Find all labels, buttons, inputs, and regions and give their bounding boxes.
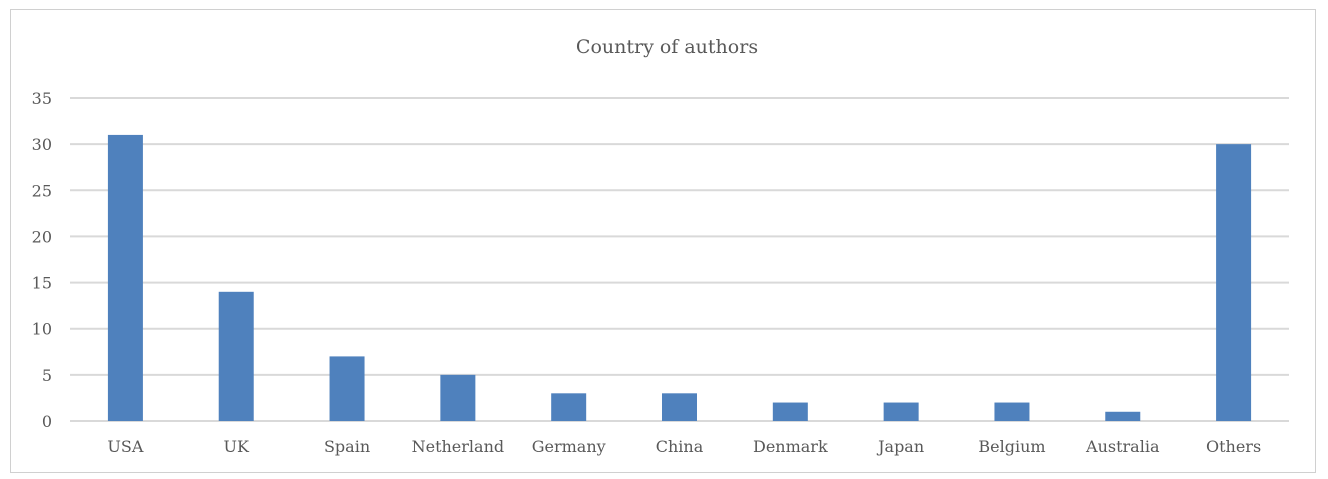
x-tick-label: Belgium <box>978 437 1045 456</box>
y-tick-label: 5 <box>42 366 52 385</box>
x-tick-label: Spain <box>324 437 370 456</box>
y-tick-label: 10 <box>32 320 52 339</box>
y-tick-label: 35 <box>32 89 52 108</box>
bar-australia <box>1105 411 1141 421</box>
bars <box>107 134 1252 421</box>
y-tick-label: 20 <box>32 227 52 246</box>
bar-denmark <box>772 402 808 421</box>
x-tick-label: Netherland <box>412 437 505 456</box>
bar-uk <box>218 291 254 421</box>
chart-title: Country of authors <box>576 36 758 58</box>
bar-china <box>662 393 697 421</box>
y-tick-label: 25 <box>32 181 52 200</box>
bar-others <box>1216 144 1252 421</box>
y-tick-label: 0 <box>42 412 52 431</box>
x-axis-tick-labels: USA UK Spain Netherland Germany China Denmark J… <box>107 437 1261 456</box>
x-tick-label: UK <box>224 437 250 456</box>
bar-usa <box>107 134 143 421</box>
x-tick-label: China <box>656 437 704 456</box>
x-tick-label: Australia <box>1085 437 1160 456</box>
y-tick-label: 15 <box>32 274 52 293</box>
y-tick-label: 30 <box>32 135 52 154</box>
y-axis-tick-labels: 0 5 10 15 20 25 30 35 <box>32 89 52 431</box>
x-tick-label: Japan <box>876 437 924 456</box>
x-tick-label: USA <box>107 437 143 456</box>
x-tick-label: Others <box>1206 437 1261 456</box>
bar-japan <box>883 402 919 421</box>
bar-germany <box>551 393 587 421</box>
bar-spain <box>329 356 365 421</box>
bar-belgium <box>994 402 1030 421</box>
gridlines <box>70 97 1289 422</box>
bar-netherland <box>440 374 476 421</box>
x-tick-label: Germany <box>532 437 606 456</box>
x-tick-label: Denmark <box>753 437 828 456</box>
